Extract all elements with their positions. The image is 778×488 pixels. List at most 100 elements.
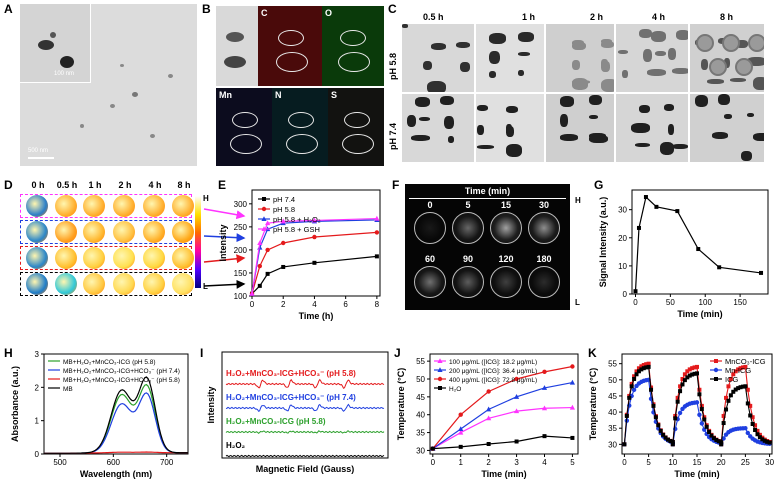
panel-f-time-label: 5 — [465, 200, 471, 210]
panel-d-well — [113, 273, 135, 295]
data-point — [738, 385, 743, 390]
legend-marker — [438, 386, 442, 390]
y-tick-label: 300 — [234, 200, 248, 209]
legend-marker — [437, 376, 443, 382]
panel-e-letter: E — [218, 178, 227, 192]
series-line — [251, 231, 377, 294]
data-point — [704, 424, 709, 429]
data-point — [695, 364, 699, 369]
series-label: H₂O₂ — [226, 441, 246, 450]
data-point — [675, 399, 680, 404]
data-point — [682, 372, 687, 377]
panel-a-inset: 100 nm — [20, 4, 91, 83]
tem-particle — [601, 41, 614, 48]
panel-d-well — [113, 195, 135, 217]
legend-marker — [261, 206, 267, 212]
tem-particle — [589, 133, 606, 139]
tem-sphere — [748, 34, 764, 52]
data-point — [374, 254, 379, 259]
data-point — [641, 366, 646, 371]
panel-c-letter: C — [388, 2, 397, 16]
legend-marker — [261, 216, 267, 221]
data-point — [731, 372, 736, 377]
x-axis-label: Time (min) — [481, 469, 526, 479]
y-axis-label: Temperature (°C) — [588, 368, 598, 440]
panel-d-time-label: 0.5 h — [56, 180, 78, 190]
x-tick-label: 4 — [542, 458, 547, 467]
data-point — [646, 361, 651, 366]
data-point — [702, 417, 707, 422]
panel-j-letter: J — [394, 346, 401, 360]
tem-particle — [651, 31, 666, 42]
data-point — [658, 428, 663, 433]
panel-f-well — [414, 212, 446, 244]
panel-i-letter: I — [200, 346, 204, 360]
x-tick-label: 0 — [633, 298, 638, 307]
panel-f-time-label: 0 — [427, 200, 433, 210]
data-point — [687, 373, 692, 378]
tem-particle — [560, 134, 578, 141]
series-line — [44, 376, 188, 454]
tem-particle — [589, 115, 598, 119]
data-point — [721, 413, 726, 418]
tem-sphere — [696, 34, 714, 52]
x-tick-label: 1 — [458, 458, 463, 467]
map-n-label: N — [275, 90, 282, 100]
panel-d-well — [83, 273, 105, 295]
tem-particle — [643, 49, 652, 62]
legend-entry: Mn-ICG — [725, 366, 751, 375]
data-point — [644, 365, 649, 370]
x-tick-label: 5 — [570, 458, 575, 467]
tem-particle — [672, 144, 688, 149]
tem-tile — [546, 94, 614, 162]
data-point — [514, 439, 519, 444]
data-point — [458, 444, 463, 449]
plot-frame — [251, 189, 381, 297]
data-point — [374, 215, 380, 221]
data-point — [633, 289, 638, 294]
data-point — [750, 422, 755, 427]
legend-marker — [261, 226, 267, 231]
panel-a-tem-image: 100 nm 500 nm — [20, 4, 197, 166]
tem-particle — [518, 52, 530, 56]
data-point — [632, 376, 637, 381]
tem-particle — [647, 69, 666, 76]
y-tick-label: 30 — [416, 446, 425, 455]
x-tick-label: 15 — [693, 458, 702, 467]
series-line — [44, 383, 188, 454]
data-point — [257, 240, 263, 245]
arrow-magenta — [203, 208, 246, 220]
arrow-black — [203, 279, 246, 289]
tem-particle — [631, 123, 650, 133]
tem-particle — [747, 57, 764, 66]
panel-d-well — [83, 221, 105, 243]
y-tick-label: 35 — [608, 424, 617, 433]
data-point — [458, 429, 464, 435]
data-point — [745, 430, 751, 436]
panel-f-well — [490, 266, 522, 298]
tem-particle — [622, 70, 628, 78]
tem-particle — [736, 40, 748, 48]
legend-entry: MB — [63, 386, 73, 393]
tem-particle — [477, 125, 484, 135]
y-tick-label: 35 — [416, 429, 425, 438]
panel-b-map-mn: Mn — [216, 88, 272, 166]
data-point — [249, 290, 255, 296]
data-point — [670, 442, 675, 447]
legend-entry: pH 5.8 + GSH — [273, 225, 320, 234]
panel-c-time-1: 1 h — [522, 12, 536, 22]
x-axis-label: Wavelength (nm) — [80, 469, 152, 479]
legend-entry: MnCO₃-ICG — [725, 357, 766, 366]
data-point — [430, 446, 435, 451]
panel-d-well — [26, 221, 48, 243]
data-point — [542, 369, 547, 375]
data-point — [675, 395, 680, 400]
panel-d-time-label: 0 h — [31, 180, 45, 190]
y-tick-label: 0 — [623, 290, 628, 299]
series-line — [432, 406, 573, 450]
data-point — [709, 433, 714, 438]
tem-particle — [477, 105, 488, 111]
plot-frame — [43, 353, 189, 455]
panel-d-colorbar — [195, 196, 201, 288]
tem-particle — [589, 95, 602, 105]
